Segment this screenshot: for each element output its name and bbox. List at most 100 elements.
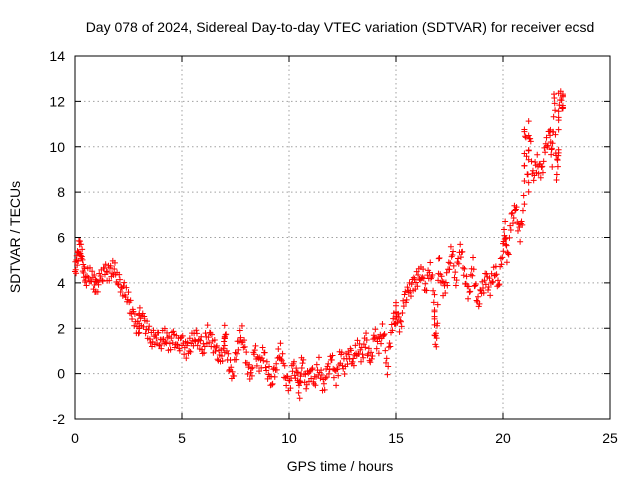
data-point [472,282,479,289]
data-point [447,243,454,250]
data-point [294,369,301,376]
data-point [519,221,526,228]
data-point [328,356,335,363]
data-point [144,318,151,325]
data-point [400,303,407,310]
data-point [318,372,325,379]
data-point [482,281,489,288]
data-point [162,338,169,345]
data-point [236,327,243,334]
data-point [329,352,336,359]
data-point [246,361,253,368]
data-point [521,177,528,184]
data-point [431,291,438,298]
chart-title: Day 078 of 2024, Sidereal Day-to-day VTE… [86,19,595,35]
data-point [291,372,298,379]
data-point [443,269,450,276]
data-point [211,337,218,344]
data-point [219,357,226,364]
y-tick-label: 2 [57,320,65,336]
data-point [435,255,442,262]
data-point [362,344,369,351]
data-point [101,264,108,271]
data-point [469,272,476,279]
data-point [186,348,193,355]
data-point [323,366,330,373]
data-point [298,364,305,371]
data-point [218,353,225,360]
data-point [450,262,457,269]
data-point [223,331,230,338]
data-point [79,256,86,263]
data-point [241,337,248,344]
data-point [490,279,497,286]
data-point [439,278,446,285]
data-point [85,274,92,281]
data-point [287,385,294,392]
data-point [517,238,524,245]
y-tick-label: 6 [57,230,65,246]
data-point [492,272,499,279]
data-point [393,299,399,306]
data-point [168,335,175,342]
data-point [313,361,320,368]
data-point [248,372,255,379]
data-point [205,334,212,341]
data-point [551,94,558,101]
data-point [308,375,315,382]
data-point [541,144,548,151]
data-point [433,343,440,350]
data-point [206,339,213,346]
data-point [141,313,148,320]
data-point [395,310,402,317]
data-point [502,235,509,242]
data-point [473,297,480,304]
data-point [367,359,374,366]
data-point [114,280,121,287]
y-axis-label: SDTVAR / TECUs [7,181,23,293]
data-point [525,132,532,139]
data-point [174,341,181,348]
data-point [415,272,422,279]
data-point [263,358,270,365]
y-tick-label: 8 [57,184,65,200]
data-point [213,344,220,351]
data-point [266,363,273,370]
data-point [434,301,441,308]
data-point [434,320,441,327]
data-point [555,117,562,124]
data-point [379,320,386,327]
data-point [89,268,96,275]
data-point [539,169,546,176]
data-point [523,153,530,160]
data-point [467,271,474,278]
data-point [126,310,133,317]
data-point [548,145,555,152]
data-point [438,273,445,280]
y-tick-label: 12 [49,93,65,109]
data-point [436,254,443,261]
data-point [275,346,282,353]
data-point [93,277,100,284]
data-point [547,132,554,139]
data-point [183,355,190,362]
data-point [221,338,228,345]
y-tick-label: -2 [53,411,66,427]
data-point [399,310,406,317]
data-point [193,327,200,334]
data-point [91,271,98,278]
data-point [553,176,560,183]
data-point [201,349,208,356]
data-point [352,342,359,349]
data-point [455,255,462,262]
data-point [512,207,519,214]
data-point [363,330,370,337]
data-point [229,368,236,375]
data-point [500,248,507,255]
data-point [296,379,303,386]
data-point [321,386,328,393]
x-axis-label: GPS time / hours [287,458,394,474]
data-point [212,348,219,355]
data-point [198,346,205,353]
